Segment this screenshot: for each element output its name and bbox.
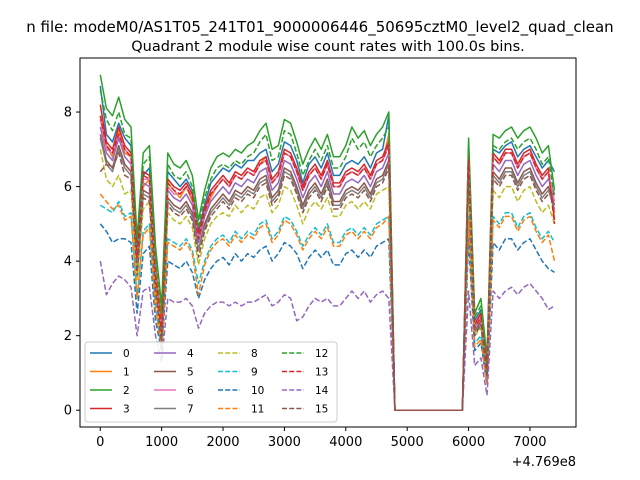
- series-line-10: [99, 223, 555, 411]
- y-tick-label: 4: [64, 255, 72, 270]
- series-line-3: [99, 104, 556, 411]
- series-line-2: [99, 74, 556, 411]
- series-line-8: [99, 149, 556, 411]
- x-tick-label: 0: [96, 435, 104, 450]
- series-layer: [99, 74, 556, 411]
- x-tick-label: 3000: [268, 435, 301, 450]
- figure-suptitle: n file: modeM0/AS1T05_241T01_9000006446_…: [26, 18, 613, 37]
- legend-label-15: 15: [315, 404, 328, 416]
- x-tick-label: 6000: [452, 435, 485, 450]
- x-tick-label: 4000: [329, 435, 362, 450]
- y-tick-label: 8: [64, 106, 72, 121]
- series-line-0: [99, 85, 556, 411]
- legend-frame: [84, 341, 338, 423]
- x-tick-label: 1000: [145, 435, 178, 450]
- x-axis-offset-label: +4.769e8: [512, 455, 576, 470]
- axes-layer: 0 1000 2000 3000 4000 5000 6000 7000 0 2 4 6 8: [64, 106, 547, 450]
- plot-area-frame: [79, 57, 577, 428]
- legend-label-12: 12: [315, 348, 328, 360]
- legend-label-7: 7: [187, 404, 194, 416]
- legend-label-6: 6: [187, 385, 194, 397]
- legend-label-4: 4: [187, 348, 194, 360]
- legend-label-10: 10: [251, 385, 264, 397]
- x-tick-label: 5000: [391, 435, 424, 450]
- legend-label-8: 8: [251, 348, 258, 360]
- legend-label-11: 11: [251, 404, 264, 416]
- series-line-13: [99, 115, 556, 411]
- series-line-12: [99, 89, 556, 411]
- legend-label-0: 0: [123, 348, 130, 360]
- x-tick-label: 2000: [206, 435, 239, 450]
- x-tick-label: 7000: [513, 435, 546, 450]
- legend-label-2: 2: [123, 385, 130, 397]
- legend-label-3: 3: [123, 404, 130, 416]
- series-line-11: [99, 193, 556, 411]
- chart-title: Quadrant 2 module wise count rates with …: [131, 39, 525, 55]
- series-line-9: [99, 200, 556, 411]
- y-tick-label: 0: [64, 404, 72, 419]
- legend-label-9: 9: [251, 367, 258, 379]
- series-line-5: [99, 134, 556, 411]
- legend-label-14: 14: [315, 385, 329, 397]
- y-tick-label: 2: [64, 329, 72, 344]
- legend-label-5: 5: [187, 367, 194, 379]
- series-line-15: [99, 152, 555, 411]
- y-tick-label: 6: [64, 180, 72, 195]
- legend-label-1: 1: [123, 367, 130, 379]
- legend-label-13: 13: [315, 367, 328, 379]
